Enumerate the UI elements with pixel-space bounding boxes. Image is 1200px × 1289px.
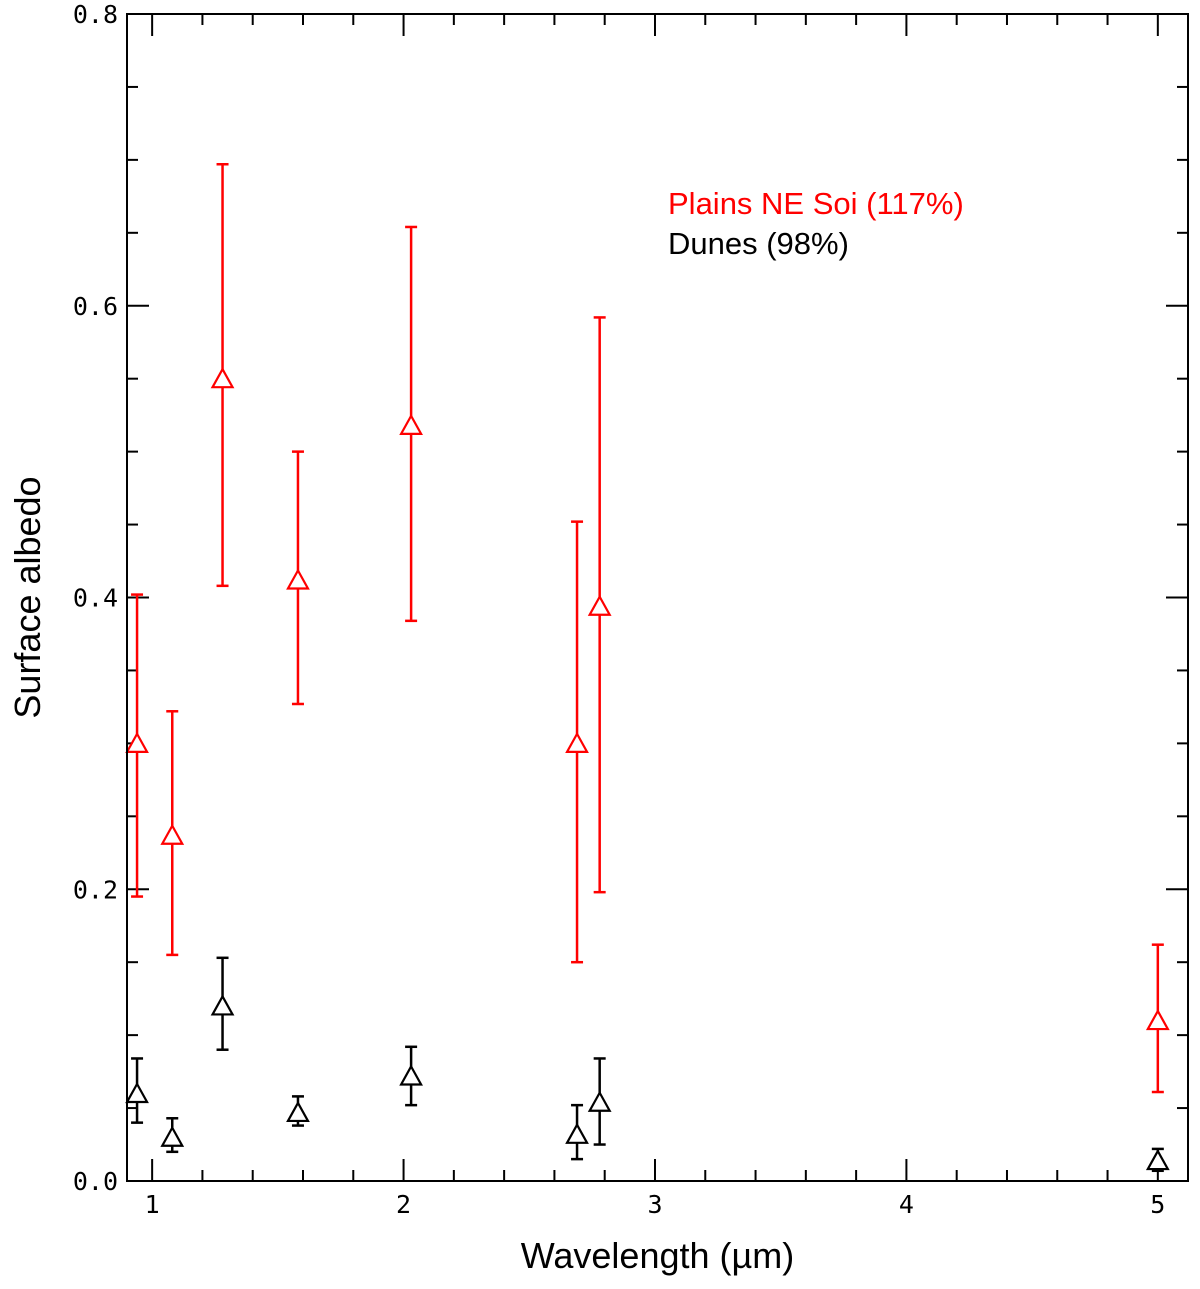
- series-1: [125, 956, 1170, 1173]
- data-point-marker: [1145, 1148, 1170, 1171]
- legend: Plains NE Soi (117%) Dunes (98%): [668, 186, 964, 261]
- x-tick-label: 3: [647, 1190, 662, 1219]
- data-point-marker: [399, 1064, 423, 1086]
- data-point-marker: [125, 1081, 149, 1104]
- minor-ticks: [127, 14, 1188, 1181]
- data-point-marker: [1145, 1008, 1170, 1031]
- legend-entry-0: Plains NE Soi (117%): [668, 186, 964, 221]
- data-point-marker: [210, 366, 235, 389]
- y-tick-label: 0.0: [73, 1167, 118, 1196]
- x-tick-label: 5: [1150, 1190, 1165, 1219]
- data-point-marker: [160, 823, 185, 845]
- series-0: [125, 163, 1170, 1094]
- data-point-marker: [286, 568, 310, 590]
- data-point-marker: [286, 1100, 310, 1123]
- x-tick-label: 1: [145, 1190, 160, 1219]
- data-point-marker: [565, 1122, 589, 1144]
- data-point-marker: [587, 594, 612, 616]
- plot-frame: [126, 13, 1189, 1182]
- x-tick-label: 4: [899, 1190, 914, 1219]
- x-axis-title: Wavelength (µm): [521, 1235, 794, 1276]
- series-layer: [125, 163, 1170, 1173]
- data-point-marker: [565, 731, 589, 753]
- y-tick-label: 0.8: [73, 0, 118, 29]
- y-tick-label: 0.6: [73, 292, 118, 321]
- y-tick-label: 0.4: [73, 584, 118, 613]
- data-point-marker: [125, 731, 149, 753]
- legend-entry-1: Dunes (98%): [668, 226, 849, 261]
- data-point-marker: [587, 1090, 612, 1112]
- y-axis-title: Surface albedo: [7, 476, 48, 718]
- y-tick-label: 0.2: [73, 875, 118, 904]
- x-tick-label: 2: [396, 1190, 411, 1219]
- data-point-marker: [210, 994, 235, 1016]
- data-point-marker: [160, 1125, 185, 1147]
- data-point-marker: [399, 413, 423, 435]
- tick-labels: 1 2 3 4 5 0.0 0.2 0.4 0.6 0.8: [73, 0, 1166, 1219]
- major-ticks: [127, 13, 1188, 1182]
